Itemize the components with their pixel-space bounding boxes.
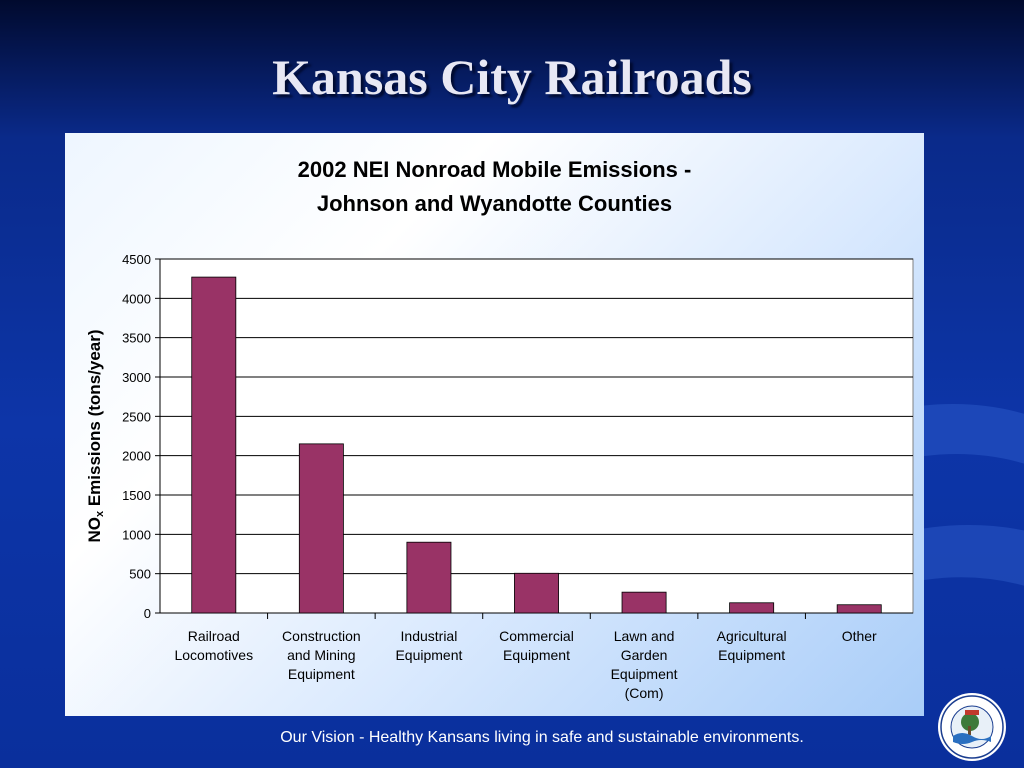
- bar: [514, 572, 559, 614]
- y-tick-label: 1000: [122, 527, 151, 542]
- x-tick-label: Agricultural: [717, 628, 787, 644]
- y-tick-label: 2500: [122, 409, 151, 424]
- y-tick-label: 3000: [122, 370, 151, 385]
- x-tick-label: Equipment: [718, 647, 785, 663]
- bar: [191, 276, 237, 614]
- bar: [729, 602, 775, 614]
- kdhe-seal-logo: [938, 693, 1006, 761]
- y-tick-label: 4500: [122, 252, 151, 267]
- y-tick-label: 2000: [122, 449, 151, 464]
- y-tick-label: 4000: [122, 291, 151, 306]
- y-tick-label: 0: [144, 606, 151, 621]
- bar-chart: 0 500 1000 1500 2000 2500 3000 3500 4000 4500 Rail…: [85, 252, 914, 701]
- bar: [836, 604, 882, 614]
- chart-title-line2: Johnson and Wyandotte Counties: [316, 191, 673, 216]
- y-tick-label: 1500: [122, 488, 151, 503]
- bar: [406, 541, 452, 614]
- bar: [621, 591, 667, 614]
- x-tick-label: Railroad: [188, 628, 240, 644]
- x-tick-label: Equipment: [611, 666, 678, 682]
- y-tick-label: 500: [129, 567, 151, 582]
- chart-title-line1: 2002 NEI Nonroad Mobile Emissions -: [297, 157, 692, 182]
- x-tick-label: Construction: [282, 628, 361, 644]
- x-tick-label: (Com): [625, 685, 664, 701]
- chart-panel: 2002 NEI Nonroad Mobile Emissions - John…: [65, 133, 924, 716]
- bar: [298, 443, 344, 614]
- y-tick-label: 3500: [122, 331, 151, 346]
- x-tick-label: Industrial: [401, 628, 458, 644]
- plot-area: [159, 258, 914, 614]
- x-tick-label: Garden: [621, 647, 668, 663]
- x-tick-label: and Mining: [287, 647, 356, 663]
- chart-title: 2002 NEI Nonroad Mobile Emissions - John…: [65, 153, 924, 221]
- x-tick-label: Commercial: [499, 628, 574, 644]
- x-tick-label: Lawn and: [614, 628, 675, 644]
- x-tick-label: Equipment: [288, 666, 355, 682]
- x-tick-label: Equipment: [395, 647, 462, 663]
- x-tick-label: Locomotives: [174, 647, 253, 663]
- slide-title: Kansas City Railroads: [272, 49, 752, 105]
- x-tick-label: Equipment: [503, 647, 570, 663]
- y-axis-label: NOx Emissions (tons/year): [85, 329, 106, 542]
- footer-vision: Our Vision - Healthy Kansans living in s…: [280, 729, 804, 746]
- x-tick-label: Other: [842, 628, 877, 644]
